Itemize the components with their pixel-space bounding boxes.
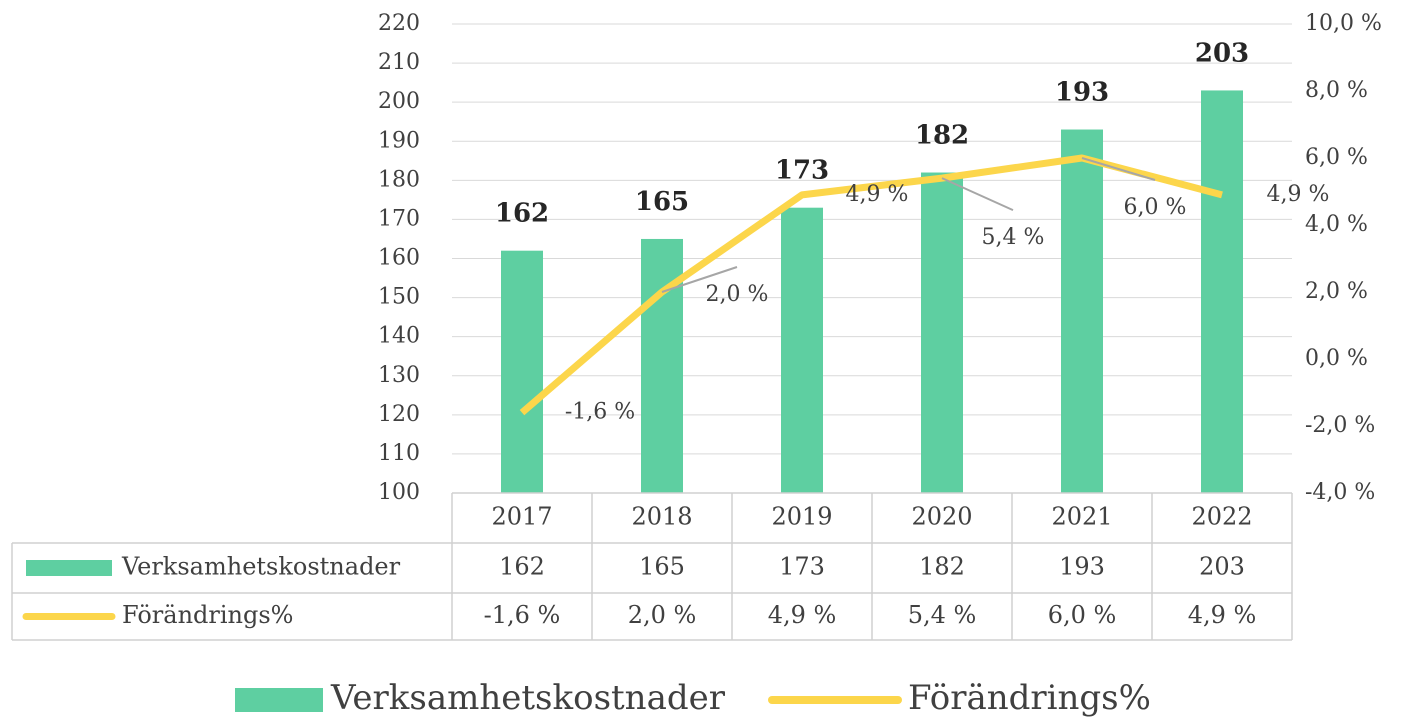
y2-tick-label: 2,0 % [1305, 279, 1368, 304]
x-tick-label: 2020 [911, 503, 972, 531]
bar-label: 203 [1195, 38, 1249, 68]
table-cell: 193 [1059, 553, 1105, 581]
y-tick-label: 190 [378, 128, 420, 153]
bar [501, 250, 543, 493]
y2-tick-label: 4,0 % [1305, 212, 1368, 237]
y2-tick-label: -4,0 % [1305, 480, 1375, 505]
bar [1201, 90, 1243, 494]
y-tick-label: 130 [378, 363, 420, 388]
y2-tick-label: 6,0 % [1305, 145, 1368, 170]
legend-label: Verksamhetskostnader [330, 678, 726, 718]
legend-label: Förändrings% [908, 678, 1151, 718]
leader-line [1081, 157, 1156, 181]
table-row-label: Förändrings% [122, 601, 293, 629]
y-tick-label: 220 [378, 11, 420, 36]
table-cell: 203 [1199, 553, 1245, 581]
table-cell: 2,0 % [628, 601, 697, 629]
x-tick-label: 2022 [1191, 503, 1252, 531]
leader-line [941, 177, 1014, 212]
table-cell: 182 [919, 553, 965, 581]
table-cell: 4,9 % [1188, 601, 1257, 629]
y2-tick-label: 0,0 % [1305, 346, 1368, 371]
bar [781, 207, 823, 494]
line-label: -1,6 % [565, 400, 635, 425]
table-cell: 173 [779, 553, 825, 581]
y2-tick-label: -2,0 % [1305, 413, 1375, 438]
bar [641, 238, 683, 493]
table-legend-key [26, 560, 112, 576]
y-tick-label: 160 [378, 246, 420, 271]
y-tick-label: 110 [378, 441, 420, 466]
y-tick-label: 210 [378, 50, 420, 75]
y-tick-label: 120 [378, 402, 420, 427]
y-tick-label: 150 [378, 285, 420, 310]
table-cell: 5,4 % [908, 601, 977, 629]
line-label: 2,0 % [706, 282, 769, 307]
line-label: 6,0 % [1124, 195, 1187, 220]
table-cell: 165 [639, 553, 685, 581]
line-label: 4,9 % [846, 182, 909, 207]
x-tick-label: 2018 [631, 503, 692, 531]
legend-key [235, 688, 323, 712]
line-label: 5,4 % [982, 225, 1045, 250]
y-tick-label: 180 [378, 167, 420, 192]
table-cell: -1,6 % [484, 601, 561, 629]
table-cell: 162 [499, 553, 545, 581]
x-tick-label: 2017 [491, 503, 552, 531]
bar [921, 172, 963, 493]
leader-line [661, 266, 738, 293]
table-cell: 4,9 % [768, 601, 837, 629]
bar-label: 193 [1055, 78, 1109, 108]
y-tick-label: 170 [378, 206, 420, 231]
bar-label: 182 [915, 121, 969, 151]
bar-label: 162 [495, 199, 549, 229]
bar-label: 165 [635, 187, 689, 217]
bar-label: 173 [775, 156, 829, 186]
table-cell: 6,0 % [1048, 601, 1117, 629]
x-tick-label: 2021 [1051, 503, 1112, 531]
line-label: 4,9 % [1267, 182, 1330, 207]
y2-tick-label: 8,0 % [1305, 78, 1368, 103]
y-tick-label: 200 [378, 89, 420, 114]
bar [1061, 129, 1103, 493]
y-tick-label: 100 [378, 480, 420, 505]
y-tick-label: 140 [378, 324, 420, 349]
x-tick-label: 2019 [771, 503, 832, 531]
y2-tick-label: 10,0 % [1305, 11, 1382, 36]
table-row-label: Verksamhetskostnader [121, 553, 401, 581]
